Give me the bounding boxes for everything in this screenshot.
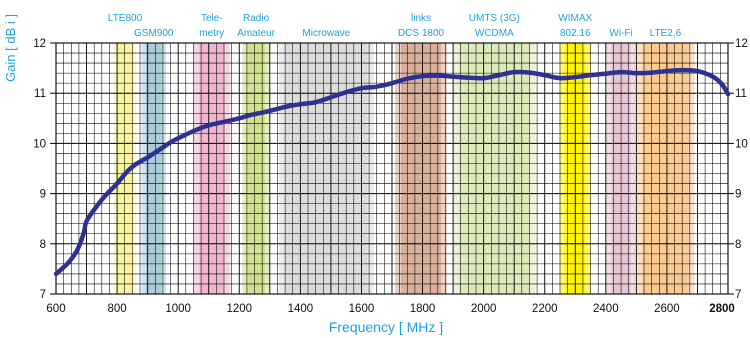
- band-label-lte800: LTE800: [108, 13, 143, 24]
- y-tick-label-right: 12: [735, 38, 748, 50]
- band-label-telemetry: metry: [199, 28, 224, 39]
- y-tick-label-left: 10: [33, 138, 46, 150]
- y-tick-label-left: 11: [34, 88, 46, 100]
- band-labels: LTE800 GSM900 Tele-metry Radio Amateur Microw…: [108, 13, 682, 39]
- x-tick-label: 1400: [288, 303, 314, 315]
- band-label-wimax: 802.16: [560, 28, 591, 39]
- band-lte800-fill: [117, 43, 133, 294]
- band-dcs1800: [395, 43, 447, 294]
- band-label-radio: Amateur: [237, 28, 275, 39]
- x-tick-label: 2200: [532, 303, 558, 315]
- y-tick-label-left: 12: [33, 38, 46, 50]
- band-label-radio: Radio: [243, 13, 270, 24]
- band-lte26: [636, 43, 695, 294]
- y-axis-title: Gain [ dB i ]: [3, 14, 18, 82]
- band-umts-fill: [459, 43, 530, 294]
- band-label-lte26: LTE2,6: [650, 28, 682, 39]
- band-label-telemetry: Tele-: [201, 13, 223, 24]
- x-tick-label: 1600: [349, 303, 375, 315]
- y-tick-label-right: 8: [735, 239, 741, 251]
- band-label-wifi: Wi-Fi: [609, 28, 632, 39]
- x-tick-label: 600: [46, 303, 65, 315]
- x-tick-label: 2600: [654, 303, 680, 315]
- band-dcs1800-fill: [401, 43, 441, 294]
- grid: [50, 42, 734, 295]
- band-label-dcs1800: DCS 1800: [398, 28, 445, 39]
- x-tick-label: 2800: [709, 303, 735, 315]
- plot-frame: [55, 42, 729, 295]
- x-tick-labels: 600 800 1000 1200 1400 1600 1800 2000 2200 2400 26…: [46, 303, 734, 315]
- band-umts: [453, 43, 536, 294]
- band-radio: [242, 43, 270, 294]
- x-tick-label: 2000: [471, 303, 497, 315]
- band-microwave: [278, 43, 374, 294]
- y-tick-label-left: 7: [40, 289, 46, 301]
- gain-curve: [53, 67, 731, 277]
- y-tick-labels: 7 7 8 8 9 9 10 10 11 11 12 12: [33, 38, 748, 301]
- band-telemetry-fill: [199, 43, 225, 294]
- band-label-wimax: WIMAX: [558, 13, 592, 24]
- x-tick-label: 1800: [410, 303, 436, 315]
- band-label-dcs1800: links: [411, 13, 431, 24]
- band-telemetry: [193, 43, 231, 294]
- band-lte26-fill: [642, 43, 689, 294]
- gain-curve-layer: [53, 67, 731, 277]
- band-gsm900-fill: [145, 43, 162, 294]
- y-tick-label-right: 7: [735, 289, 741, 301]
- x-tick-label: 1000: [165, 303, 191, 315]
- x-tick-label: 800: [107, 303, 126, 315]
- band-microwave-fill: [284, 43, 368, 294]
- band-label-umts: UMTS (3G): [469, 13, 520, 24]
- x-tick-label: 2400: [593, 303, 619, 315]
- band-gsm900: [141, 43, 166, 294]
- band-label-gsm900: GSM900: [134, 28, 174, 39]
- y-tick-label-left: 8: [40, 239, 46, 251]
- band-label-microwave: Microwave: [302, 28, 350, 39]
- y-tick-label-right: 9: [735, 189, 741, 201]
- band-lte800: [114, 43, 137, 294]
- band-label-umts: WCDMA: [475, 28, 514, 39]
- y-tick-label-left: 9: [40, 189, 46, 201]
- band-radio-fill: [247, 43, 265, 294]
- x-tick-label: 1200: [226, 303, 252, 315]
- y-tick-label-right: 10: [735, 138, 748, 150]
- y-tick-label-right: 11: [735, 88, 747, 100]
- x-axis-title: Frequency [ MHz ]: [329, 319, 443, 335]
